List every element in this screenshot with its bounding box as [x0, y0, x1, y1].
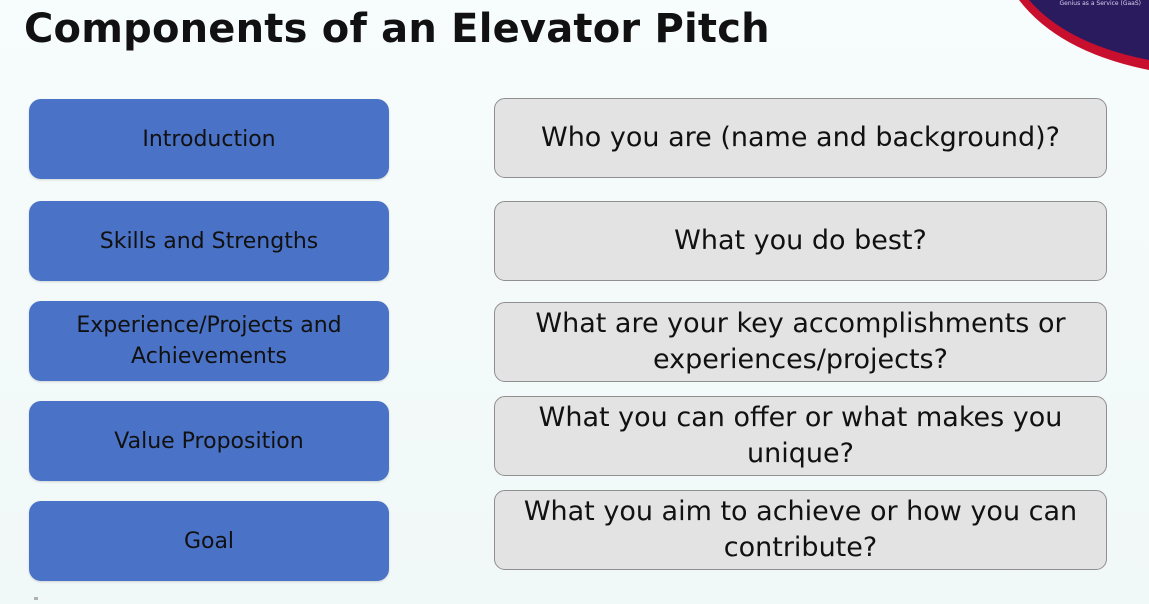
- component-label: Value Proposition: [114, 428, 304, 454]
- question-text: What you aim to achieve or how you can c…: [523, 496, 1078, 563]
- component-label: Experience/Projects and Achievements: [76, 313, 342, 369]
- component-skills-and-strengths: Skills and Strengths: [29, 201, 389, 281]
- component-experience-projects: Experience/Projects and Achievements: [29, 301, 389, 381]
- component-label: Goal: [183, 528, 235, 554]
- question-introduction: Who you are (name and background)?: [494, 98, 1107, 178]
- question-experience-projects: What are your key accomplishments or exp…: [494, 302, 1107, 382]
- slide-title: Components of an Elevator Pitch: [24, 6, 770, 52]
- question-text: What you can offer or what makes you uni…: [538, 402, 1063, 469]
- question-text: What you do best?: [674, 225, 927, 256]
- component-introduction: Introduction: [29, 99, 389, 179]
- component-goal: Goal: [29, 501, 389, 581]
- component-label: Skills and Strengths: [99, 228, 319, 254]
- brand-corner-graphic: Genius as a Service (GaaS): [999, 0, 1149, 72]
- component-label: Introduction: [142, 126, 276, 152]
- question-goal: What you aim to achieve or how you can c…: [494, 490, 1107, 570]
- component-value-proposition: Value Proposition: [29, 401, 389, 481]
- question-skills-and-strengths: What you do best?: [494, 201, 1107, 281]
- brand-tagline: Genius as a Service (GaaS): [1059, 0, 1141, 7]
- footer-mark: [34, 597, 38, 600]
- question-value-proposition: What you can offer or what makes you uni…: [494, 396, 1107, 476]
- question-text: Who you are (name and background)?: [541, 122, 1060, 153]
- question-text: What are your key accomplishments or exp…: [535, 308, 1066, 375]
